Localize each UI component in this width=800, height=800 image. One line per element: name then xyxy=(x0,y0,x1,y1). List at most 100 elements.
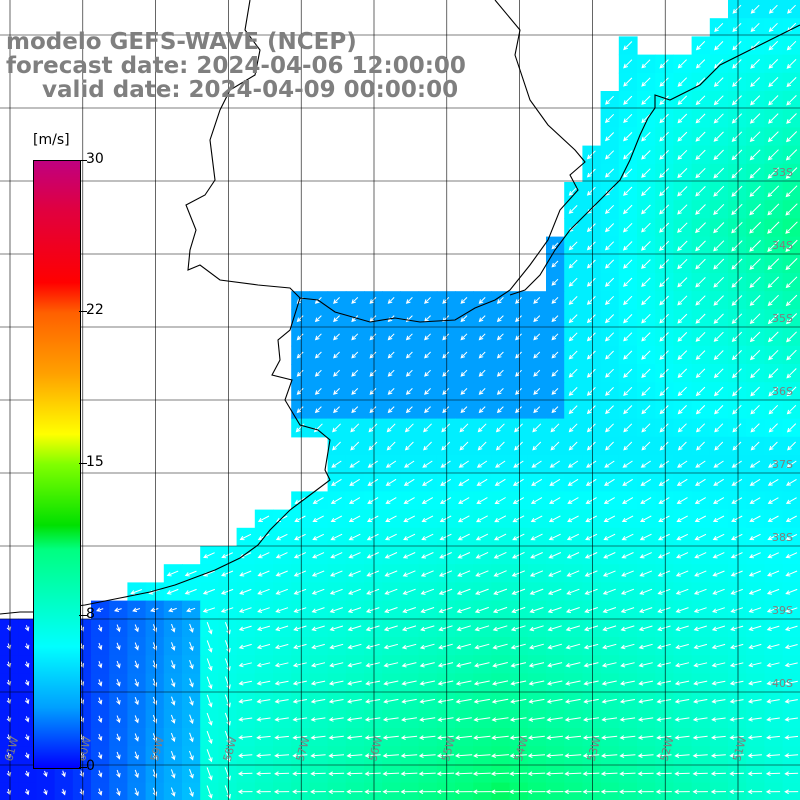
wind-arrow xyxy=(784,644,798,650)
wind-arrow xyxy=(97,624,103,632)
wind-arrow xyxy=(605,441,614,451)
wind-arrow xyxy=(333,315,340,323)
wind-arrow xyxy=(640,497,652,504)
wind-arrow xyxy=(551,388,559,395)
wind-arrow xyxy=(732,441,742,451)
wind-arrow xyxy=(328,735,344,740)
wind-arrow xyxy=(491,717,509,722)
wind-arrow xyxy=(568,259,578,269)
wind-arrow xyxy=(170,642,176,651)
wind-arrow xyxy=(458,460,469,468)
wind-arrow xyxy=(347,680,362,686)
wind-arrow xyxy=(784,680,798,686)
wind-arrow xyxy=(530,533,543,541)
wind-arrow xyxy=(729,735,744,740)
wind-arrow xyxy=(551,369,559,377)
wind-arrow xyxy=(695,405,706,415)
wind-arrow xyxy=(551,260,559,268)
wind-arrow xyxy=(620,625,635,632)
wind-arrow xyxy=(511,606,526,614)
wind-arrow xyxy=(515,333,522,341)
wind-arrow xyxy=(586,296,596,305)
wind-arrow xyxy=(365,662,380,668)
wind-arrow xyxy=(695,478,706,486)
wind-arrow xyxy=(511,588,526,595)
wind-arrow xyxy=(623,259,633,269)
wind-arrow xyxy=(749,149,761,161)
wind-arrow xyxy=(639,588,653,595)
wind-arrow xyxy=(695,368,706,379)
wind-arrow xyxy=(328,753,345,758)
wind-arrow xyxy=(333,351,340,359)
wind-arrow xyxy=(170,623,176,633)
wind-arrow xyxy=(693,607,707,613)
wind-arrow xyxy=(623,368,633,378)
wind-arrow xyxy=(768,95,779,106)
wind-arrow xyxy=(460,388,468,395)
wind-arrow xyxy=(659,150,669,160)
wind-arrow xyxy=(333,406,340,414)
wind-arrow xyxy=(422,460,433,468)
wind-arrow xyxy=(477,423,487,433)
wind-arrow xyxy=(275,607,289,613)
wind-arrow xyxy=(515,297,522,304)
wind-arrow xyxy=(530,515,543,523)
wind-arrow xyxy=(768,423,778,433)
wind-arrow xyxy=(421,533,434,541)
wind-arrow xyxy=(256,698,271,704)
wind-arrow xyxy=(386,441,396,451)
wind-arrow xyxy=(604,277,615,287)
wind-arrow xyxy=(768,460,779,468)
wind-arrow xyxy=(478,315,486,323)
wind-arrow xyxy=(637,735,654,740)
wind-arrow xyxy=(677,168,688,179)
wind-arrow xyxy=(529,588,544,595)
coastline-buenos-aires xyxy=(0,297,331,615)
wind-arrow xyxy=(527,789,546,795)
wind-arrow xyxy=(459,441,469,451)
wind-arrow xyxy=(659,423,669,433)
wind-arrow xyxy=(785,167,798,179)
wind-arrow xyxy=(473,698,490,704)
wind-arrow xyxy=(565,607,580,614)
wind-arrow xyxy=(568,368,578,378)
wind-arrow xyxy=(784,698,798,704)
wind-arrow xyxy=(546,698,563,704)
wind-arrow xyxy=(564,753,582,759)
wind-arrow xyxy=(349,478,360,486)
wind-arrow xyxy=(695,59,706,69)
wind-arrow xyxy=(440,478,452,486)
wind-arrow xyxy=(509,771,528,777)
wind-arrow xyxy=(351,406,359,414)
wind-arrow xyxy=(712,607,725,613)
wind-arrow xyxy=(257,552,270,559)
wind-arrow xyxy=(695,167,706,179)
map-header: modelo GEFS-WAVE (NCEP) forecast date: 2… xyxy=(6,30,466,102)
wind-arrow xyxy=(256,680,271,686)
wind-arrow xyxy=(528,680,545,686)
wind-arrow xyxy=(528,643,544,650)
wind-arrow xyxy=(346,717,363,722)
wind-arrow xyxy=(346,771,363,777)
wind-arrow xyxy=(382,771,400,777)
wind-arrow xyxy=(586,387,596,396)
wind-arrow xyxy=(767,276,780,289)
wind-arrow xyxy=(604,150,615,160)
wind-arrow xyxy=(202,607,216,613)
wind-arrow xyxy=(24,788,30,796)
wind-arrow xyxy=(714,22,724,33)
wind-arrow xyxy=(365,625,380,632)
wind-arrow xyxy=(637,717,654,722)
wind-arrow xyxy=(750,404,760,415)
wind-arrow xyxy=(677,240,688,252)
wind-arrow xyxy=(641,332,651,342)
wind-arrow xyxy=(621,515,634,522)
wind-arrow xyxy=(310,771,326,777)
wind-arrow xyxy=(655,771,672,777)
wind-arrow xyxy=(189,732,194,743)
wind-arrow xyxy=(623,277,633,287)
wind-arrow xyxy=(456,643,472,650)
wind-arrow xyxy=(641,441,651,451)
wind-arrow xyxy=(364,771,381,777)
